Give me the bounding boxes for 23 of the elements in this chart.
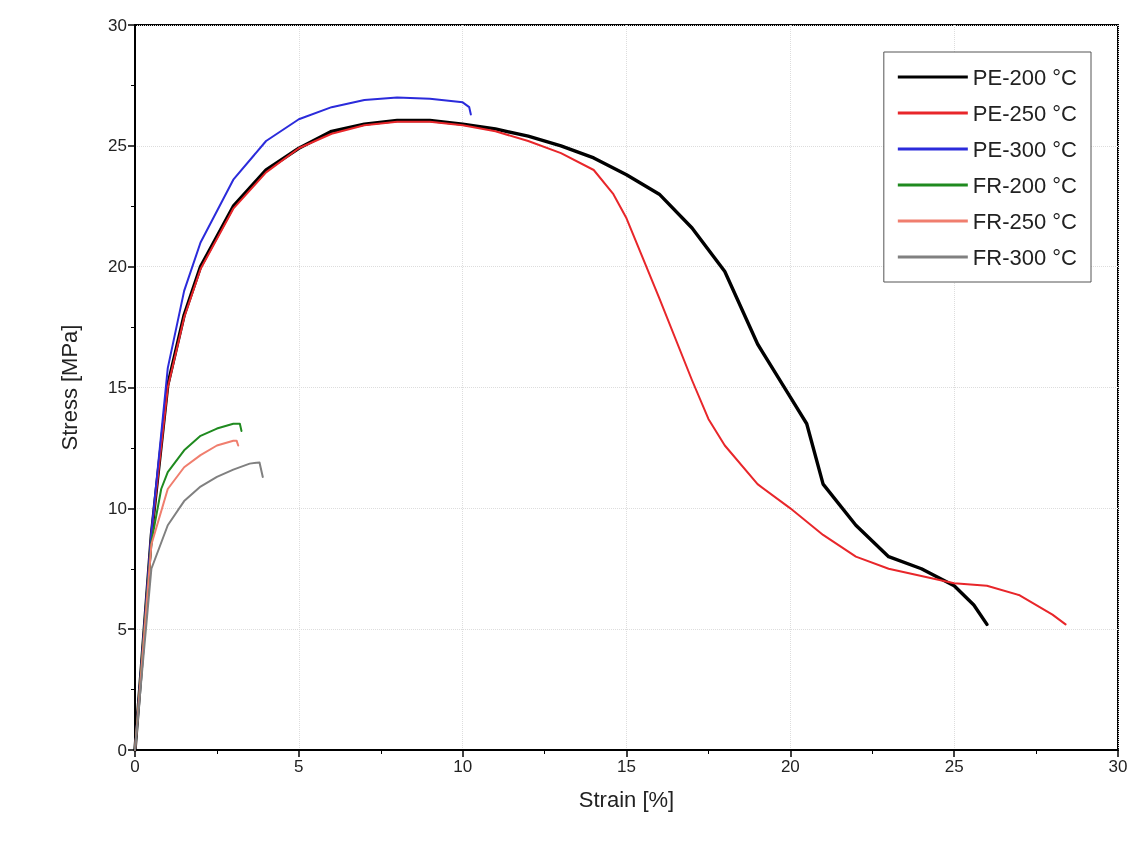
legend-label: PE-250 °C (972, 100, 1078, 126)
x-tick-label: 10 (453, 757, 473, 776)
x-axis-title: Strain [%] (578, 786, 675, 812)
y-tick-label: 10 (108, 498, 127, 518)
legend-label: PE-300 °C (972, 136, 1078, 162)
x-tick-label: 5 (294, 757, 304, 776)
legend-label: PE-200 °C (972, 64, 1078, 90)
x-tick-label: 0 (130, 757, 140, 776)
y-axis-title: Stress [MPa] (56, 324, 82, 451)
y-tick-label: 0 (117, 740, 127, 760)
x-tick-label: 25 (944, 757, 964, 776)
y-tick-label: 15 (108, 378, 127, 397)
legend-label: FR-300 °C (972, 244, 1078, 270)
legend-label: FR-250 °C (972, 208, 1078, 234)
y-tick-label: 5 (117, 619, 127, 639)
x-tick-label: 20 (780, 757, 800, 776)
y-tick-label: 30 (108, 15, 127, 35)
x-tick-label: 15 (617, 757, 636, 776)
y-tick-label: 25 (108, 136, 127, 156)
legend-label: FR-200 °C (972, 172, 1078, 198)
line-series (134, 461, 264, 751)
x-tick-label: 30 (1108, 757, 1128, 776)
y-tick-label: 20 (108, 257, 127, 277)
